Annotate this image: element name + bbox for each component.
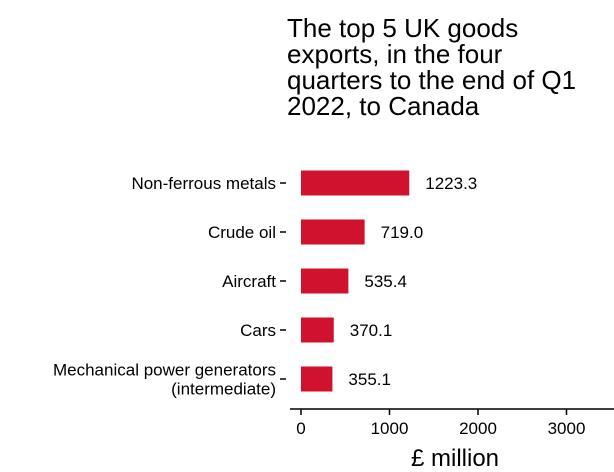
category-label: Cars: [240, 321, 276, 340]
value-labels: 1223.3 719.0 535.4 370.1 355.1: [348, 174, 477, 389]
chart-title-line: exports, in the four: [287, 39, 503, 69]
bar: [301, 219, 365, 245]
value-label: 355.1: [348, 370, 391, 389]
x-axis: 0 1000 2000 3000: [290, 408, 614, 438]
category-labels: Non-ferrous metals Crude oil Aircraft Cars M…: [53, 174, 286, 399]
bars: [301, 170, 410, 392]
x-tick-label: 0: [296, 419, 305, 438]
chart-title-line: quarters to the end of Q1: [287, 65, 576, 95]
bar: [301, 268, 349, 294]
bar: [301, 317, 334, 343]
x-tick-label: 3000: [548, 419, 586, 438]
x-tick-label: 2000: [459, 419, 497, 438]
category-label: (intermediate): [171, 380, 276, 399]
category-label: Mechanical power generators: [53, 361, 276, 380]
bar: [301, 170, 410, 196]
value-label: 370.1: [350, 321, 393, 340]
chart-title-line: 2022, to Canada: [287, 91, 480, 121]
chart-title-line: The top 5 UK goods: [287, 13, 518, 43]
value-label: 719.0: [381, 223, 424, 242]
category-label: Crude oil: [208, 223, 276, 242]
category-label: Aircraft: [222, 272, 276, 291]
value-label: 535.4: [364, 272, 407, 291]
category-label: Non-ferrous metals: [131, 174, 276, 193]
x-axis-title: £ million: [411, 445, 499, 472]
value-label: 1223.3: [425, 174, 477, 193]
x-tick-label: 1000: [371, 419, 409, 438]
bar: [301, 366, 333, 392]
